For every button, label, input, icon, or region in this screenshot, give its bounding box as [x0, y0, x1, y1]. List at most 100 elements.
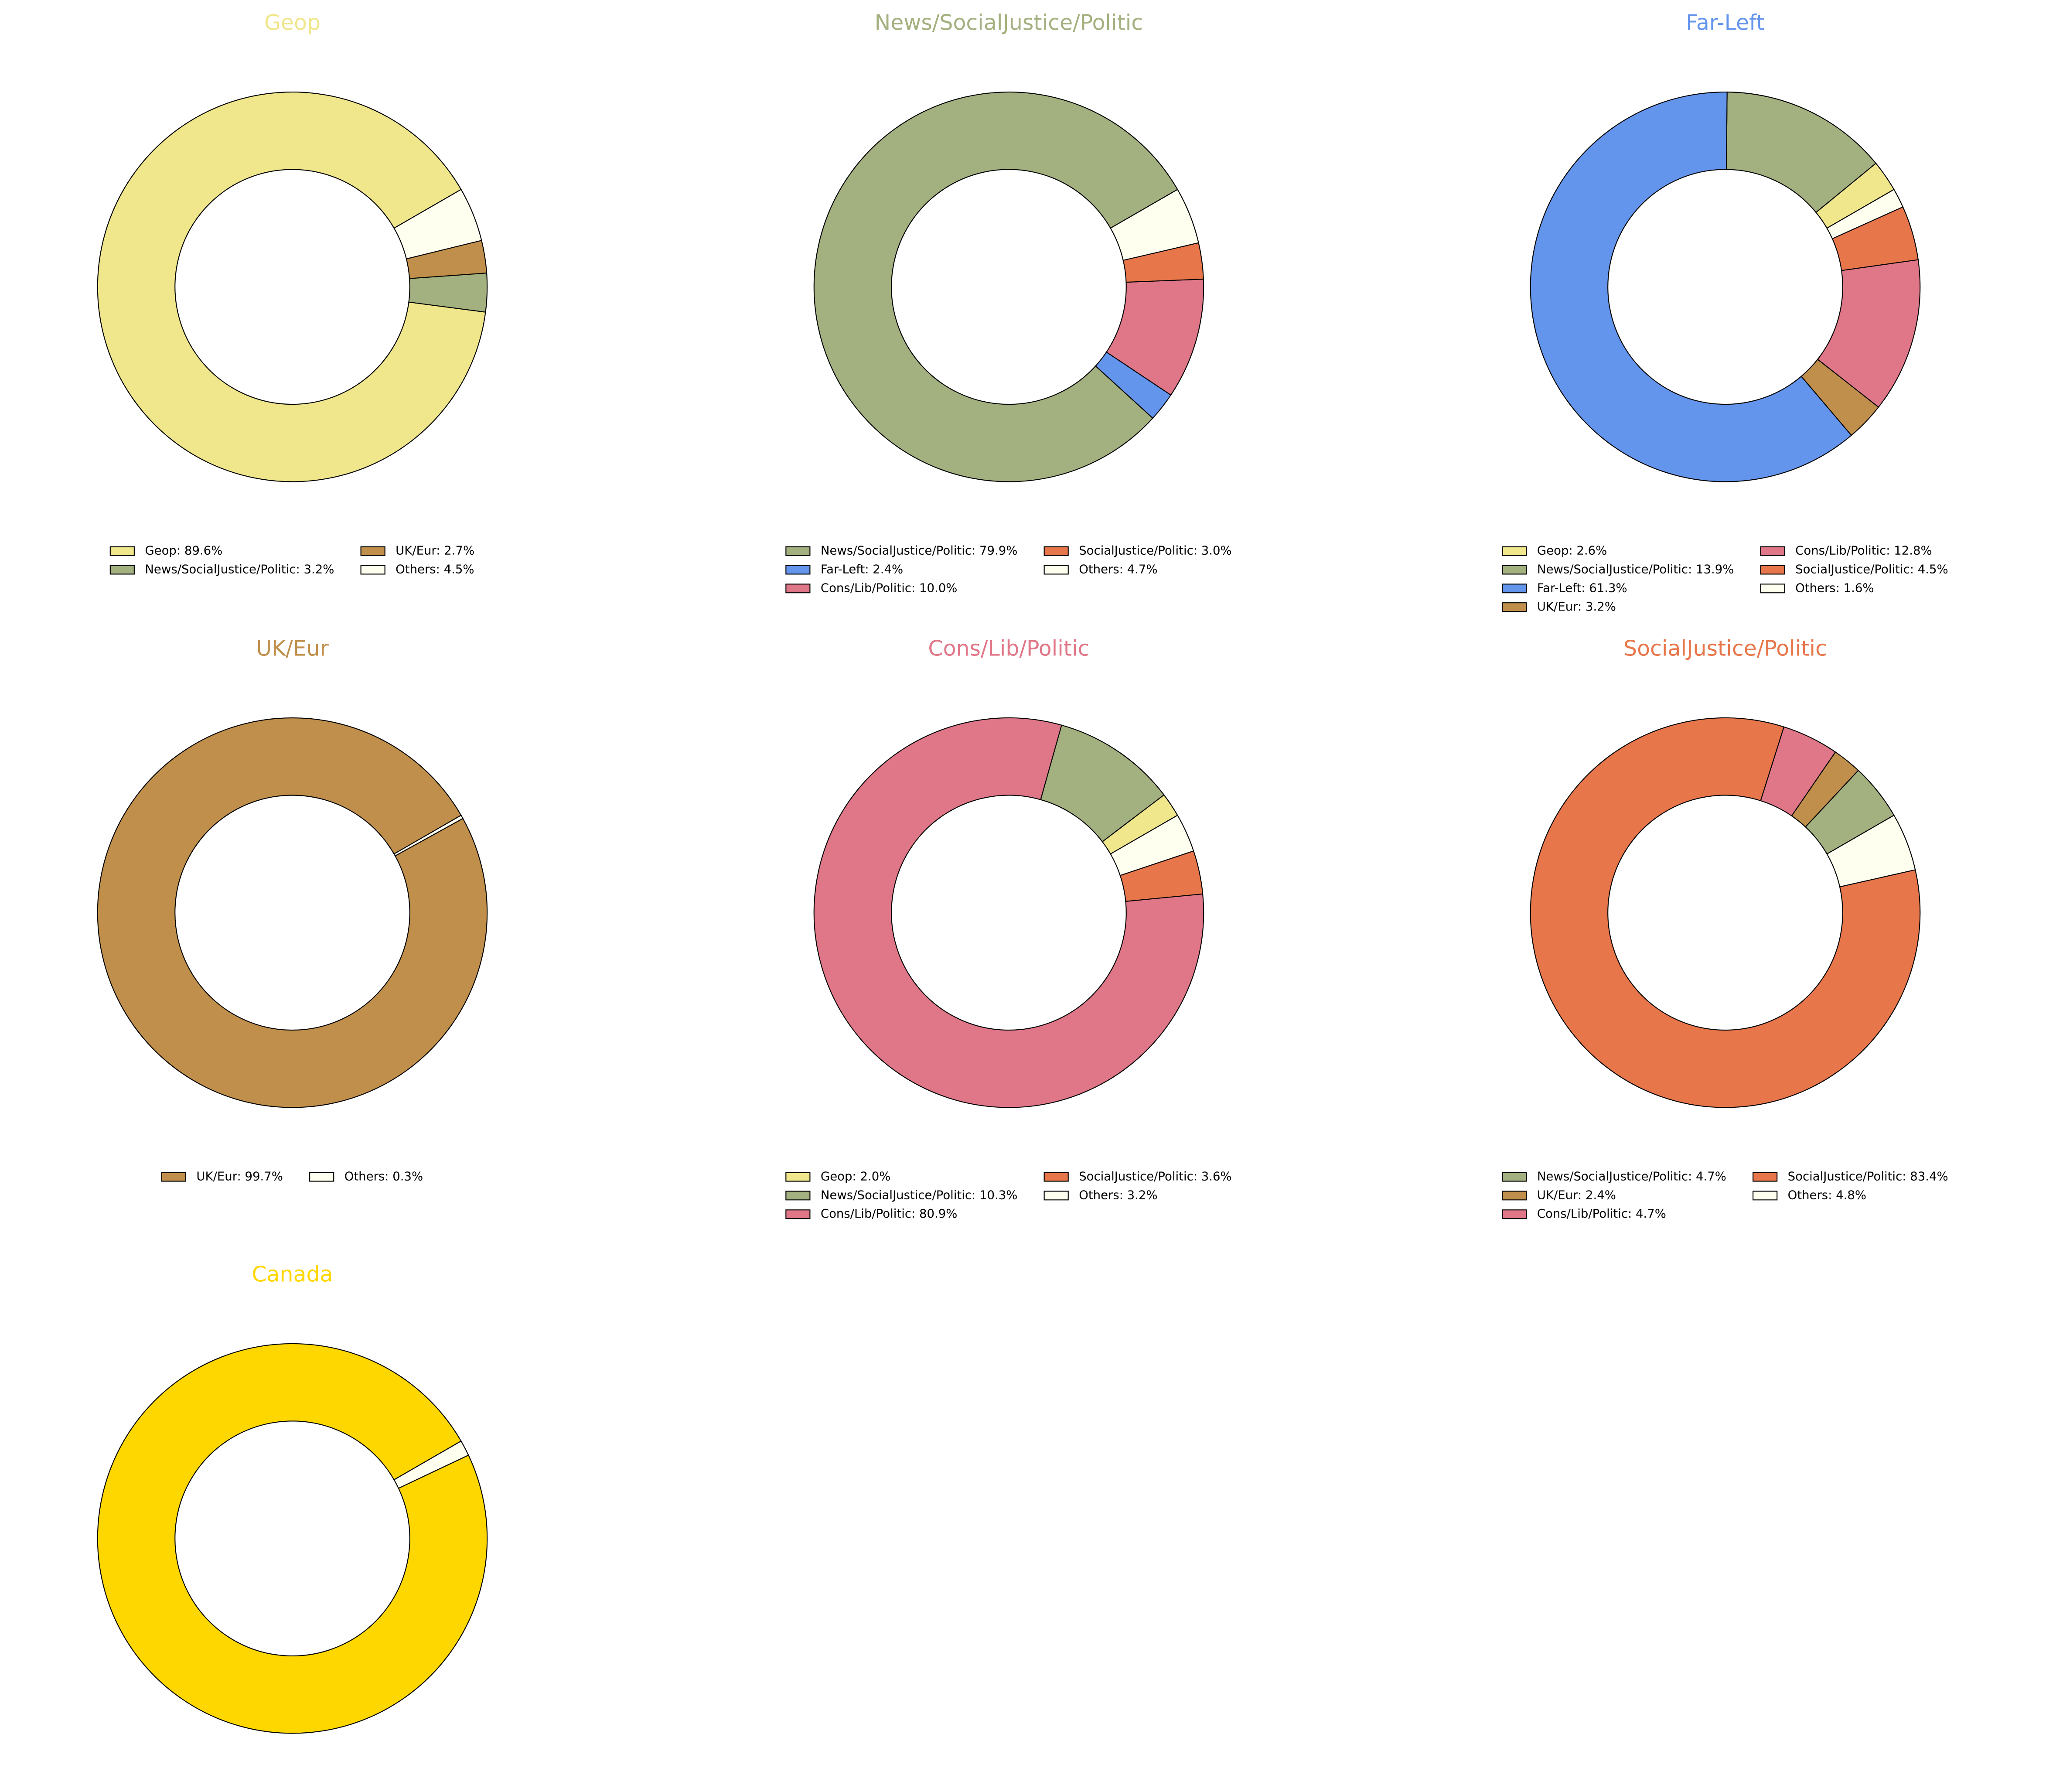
legend-swatch	[1043, 546, 1069, 556]
legend-item: Others: 1.6%	[1760, 581, 1874, 595]
legend-item: Others: 4.7%	[1043, 562, 1158, 576]
legend-label: Cons/Lib/Politic: 12.8%	[1795, 544, 1932, 558]
legend-swatch	[785, 546, 811, 556]
legend-swatch	[1760, 565, 1785, 575]
legend-label: Others: 0.3%	[344, 1170, 423, 1184]
legend-label: News/SocialJustice/Politic: 13.9%	[1537, 562, 1734, 576]
chart-panel: Cons/Lib/Politic Geop: 2.0% News/SocialJus…	[785, 636, 1232, 1221]
legend-item: Cons/Lib/Politic: 4.7%	[1502, 1207, 1666, 1221]
legend-label: News/SocialJustice/Politic: 4.7%	[1537, 1170, 1726, 1184]
legend-item: Geop: 2.6%	[1502, 544, 1607, 558]
legend-item: UK/Eur: 99.7%	[161, 1170, 283, 1184]
legend-item: UK/Eur: 2.7%	[360, 544, 474, 558]
donut-slice	[97, 717, 488, 1108]
legend-label: Cons/Lib/Politic: 4.7%	[1537, 1207, 1666, 1221]
legend: Geop: 2.6% News/SocialJustice/Politic: 13…	[1502, 544, 1948, 614]
legend-item: Others: 3.2%	[1043, 1188, 1158, 1202]
legend-swatch	[1502, 546, 1527, 556]
chart-panel: UK/Eur UK/Eur: 99.7% Others: 0.3%	[97, 636, 488, 1184]
legend-item: SocialJustice/Politic: 4.5%	[1760, 562, 1948, 576]
donut-slice	[1530, 717, 1921, 1108]
legend-swatch	[1753, 1191, 1778, 1201]
legend-label: SocialJustice/Politic: 4.5%	[1795, 562, 1948, 576]
legend-item: Far-Left: 61.3%	[1502, 581, 1627, 595]
legend-item: Cons/Lib/Politic: 80.9%	[785, 1207, 958, 1221]
chart-title: Geop	[264, 10, 321, 35]
legend-item: News/SocialJustice/Politic: 79.9%	[785, 544, 1018, 558]
legend-swatch	[109, 565, 135, 575]
legend-label: Others: 4.8%	[1788, 1188, 1866, 1202]
legend-label: Geop: 89.6%	[145, 544, 222, 558]
legend-label: UK/Eur: 3.2%	[1537, 600, 1616, 614]
legend-item: Others: 4.8%	[1753, 1188, 1866, 1202]
chart-title: UK/Eur	[256, 636, 329, 661]
legend-item: SocialJustice/Politic: 3.0%	[1043, 544, 1232, 558]
legend-label: Others: 4.7%	[1079, 562, 1157, 576]
legend-swatch	[1043, 1191, 1069, 1201]
donut-slice	[97, 1343, 488, 1734]
chart-panel: Geop Geop: 89.6% News/SocialJustice/Politi…	[97, 10, 488, 576]
legend-label: Geop: 2.0%	[821, 1170, 890, 1184]
legend-label: Geop: 2.6%	[1537, 544, 1607, 558]
legend-item: News/SocialJustice/Politic: 13.9%	[1502, 562, 1734, 576]
donut-slice	[393, 1440, 469, 1489]
chart-panel: Far-Left Geop: 2.6% News/SocialJustice/Pol…	[1502, 10, 1948, 614]
donut-slice	[393, 814, 464, 857]
legend: Geop: 89.6% News/SocialJustice/Politic: 3…	[109, 544, 474, 576]
legend-label: News/SocialJustice/Politic: 10.3%	[821, 1188, 1018, 1202]
legend-label: News/SocialJustice/Politic: 3.2%	[145, 562, 334, 576]
legend-swatch	[1502, 1191, 1527, 1201]
legend-swatch	[1760, 546, 1785, 556]
legend: News/SocialJustice/Politic: 79.9% Far-Lef…	[785, 544, 1232, 595]
legend-swatch	[1043, 1172, 1069, 1182]
legend-label: Others: 1.6%	[1795, 581, 1874, 595]
chart-title: SocialJustice/Politic	[1623, 636, 1827, 661]
legend-item: News/SocialJustice/Politic: 4.7%	[1502, 1170, 1726, 1184]
legend-label: UK/Eur: 99.7%	[196, 1170, 283, 1184]
legend-item: Others: 0.3%	[309, 1170, 423, 1184]
legend-label: UK/Eur: 2.7%	[396, 544, 474, 558]
legend: Geop: 2.0% News/SocialJustice/Politic: 10…	[785, 1170, 1232, 1221]
legend-label: News/SocialJustice/Politic: 79.9%	[821, 544, 1018, 558]
legend-item: UK/Eur: 3.2%	[1502, 600, 1616, 614]
donut-slice	[1725, 92, 1877, 213]
legend-label: UK/Eur: 2.4%	[1537, 1188, 1616, 1202]
chart-panel: SocialJustice/Politic News/SocialJustice/…	[1502, 636, 1948, 1221]
legend-item: News/SocialJustice/Politic: 10.3%	[785, 1188, 1018, 1202]
legend-swatch	[1043, 565, 1069, 575]
legend: News/SocialJustice/Politic: 4.7% UK/Eur: …	[1502, 1170, 1948, 1221]
legend-swatch	[785, 565, 811, 575]
chart-title: Far-Left	[1686, 10, 1764, 35]
chart-title: Canada	[252, 1262, 333, 1287]
legend-label: SocialJustice/Politic: 3.0%	[1079, 544, 1231, 558]
legend-item: UK/Eur: 2.4%	[1502, 1188, 1616, 1202]
legend-swatch	[1753, 1172, 1778, 1182]
chart-panel: CanadaCanada: 98.7%Others: 1.3%	[97, 1262, 488, 1734]
legend-item: Others: 4.5%	[360, 562, 474, 576]
legend-swatch	[109, 546, 135, 556]
donut-slice	[813, 92, 1178, 482]
legend: UK/Eur: 99.7% Others: 0.3%	[161, 1170, 423, 1184]
donut-slice	[393, 188, 482, 259]
legend-item: Cons/Lib/Politic: 12.8%	[1760, 544, 1932, 558]
legend-label: Others: 3.2%	[1079, 1188, 1157, 1202]
legend-swatch	[1760, 584, 1785, 594]
legend-label: Far-Left: 61.3%	[1537, 581, 1627, 595]
legend-swatch	[785, 1209, 811, 1219]
legend-label: SocialJustice/Politic: 83.4%	[1788, 1170, 1948, 1184]
legend-item: Cons/Lib/Politic: 10.0%	[785, 581, 957, 595]
chart-title: Cons/Lib/Politic	[928, 636, 1089, 661]
legend-swatch	[785, 584, 811, 594]
legend-label: SocialJustice/Politic: 3.6%	[1079, 1170, 1231, 1184]
legend-item: Far-Left: 2.4%	[785, 562, 903, 576]
legend-swatch	[1502, 1209, 1527, 1219]
donut-slice	[1826, 814, 1916, 887]
donut-slice	[1826, 188, 1904, 239]
legend-swatch	[785, 1172, 811, 1182]
legend-swatch	[1502, 1172, 1527, 1182]
donut-slice	[1817, 259, 1921, 408]
legend-swatch	[1502, 602, 1527, 612]
chart-panel: News/SocialJustice/Politic News/SocialJus…	[785, 10, 1232, 595]
legend-label: Cons/Lib/Politic: 80.9%	[821, 1207, 958, 1221]
